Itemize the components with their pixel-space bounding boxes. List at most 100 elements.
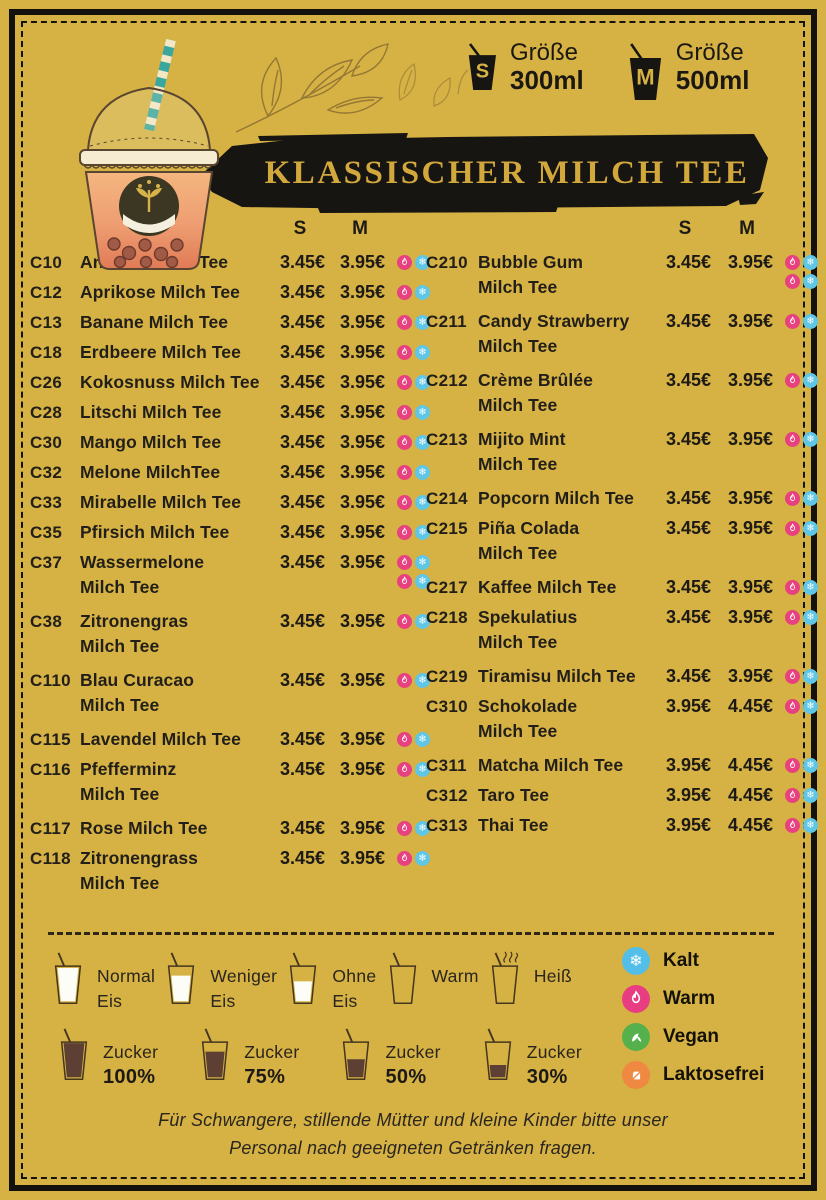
item-icons: ❄ [390,340,430,360]
menu-item-C117: C117 Rose Milch Tee 3.45€ 3.95€ ❄ [30,816,430,841]
kalt-icon: ❄ [803,580,818,595]
item-price-s: 3.45€ [279,670,325,690]
item-name-line: Milch Tee [80,577,160,597]
size-col-m: M [739,218,755,239]
item-icon-group: ❄ [397,732,430,747]
kalt-icon: ❄ [803,314,818,329]
item-code: C32 [30,463,63,482]
legend-label: Warm [663,988,716,1009]
size-col-s: S [678,218,692,239]
price-header-row: S M [30,218,430,242]
warm-icon [397,255,412,270]
item-name-line: Milch Tee [478,277,558,297]
item-icons: ❄ [778,309,818,329]
menu-item-C211: C211 Candy Strawberry Milch Tee 3.45€ 3.9… [426,309,818,359]
item-name: Thai Tee [478,813,654,838]
menu-item-C311: C311 Matcha Milch Tee 3.95€ 4.45€ ❄ [426,753,818,778]
item-price-m: 3.95€ [339,729,385,749]
item-name-line: Litschi Milch Tee [80,402,222,422]
menu-item-C116: C116 Pfefferminz Milch Tee 3.45€ 3.95€ ❄ [30,757,430,807]
item-price-m: 3.95€ [339,312,385,332]
legend-label: Vegan [663,1026,719,1047]
item-price-m: 3.95€ [339,848,385,868]
item-name: Kaffee Milch Tee [478,575,654,600]
kalt-icon: ❄ [803,818,818,833]
item-code: C116 [30,760,71,779]
item-price-s: 3.45€ [279,432,325,452]
kalt-icon: ❄ [803,521,818,536]
item-code: C310 [426,697,468,716]
item-name-line: Zitronengras [80,611,189,631]
item-code: C13 [30,313,63,332]
size-legend: S Größe 300ml M Größe 500ml [462,40,749,102]
warm-icon [397,555,412,570]
kalt-icon: ❄ [415,345,430,360]
warm-icon [785,758,800,773]
item-name-line: Piña Colada [478,518,580,538]
warm-icon [397,851,412,866]
item-price-s: 3.45€ [279,282,325,302]
cup-icon [484,1028,511,1080]
page-title: KLASSISCHER MILCH TEE [264,154,750,191]
item-price-m: 3.95€ [727,607,773,627]
footer-note-line1: Für Schwangere, stillende Mütter und kle… [158,1110,668,1130]
item-name-line: Milch Tee [478,543,558,563]
kalt-icon: ❄ [415,821,430,836]
warm-icon [397,345,412,360]
sugar-options: Zucker 100% Zucker 75% Zucker 50% Zucker 30% [54,1026,582,1090]
item-name-line: Melone MilchTee [80,462,221,482]
item-name: Mijito Mint Milch Tee [478,427,654,477]
menu-item-C215: C215 Piña Colada Milch Tee 3.45€ 3.95€ ❄ [426,516,818,566]
ice-option: Warm [383,950,479,1007]
sugar-option-label: Zucker 75% [244,1042,300,1088]
ice-option-label: Weniger Eis [210,966,278,1011]
attribute-legend: ❄ Kalt Warm Vegan Laktosefrei [622,942,764,1094]
item-code: C219 [426,667,468,686]
item-price-m: 4.45€ [727,755,773,775]
kalt-icon: ❄ [415,465,430,480]
kalt-icon: ❄ [415,574,430,589]
item-icon-group: ❄ [785,758,818,773]
menu-item-C118: C118 Zitronengrass Milch Tee 3.45€ 3.95€ … [30,846,430,896]
item-name: Matcha Milch Tee [478,753,654,778]
item-icons: ❄ [390,609,430,629]
item-icons: ❄ [778,368,818,388]
item-icons: ❄ [390,757,430,777]
kalt-icon: ❄ [415,762,430,777]
item-price-s: 3.45€ [279,312,325,332]
item-name-line: Bubble Gum [478,252,584,272]
warm-icon [785,818,800,833]
kalt-icon: ❄ [415,495,430,510]
item-name-line: Spekulatius [478,607,578,627]
ice-option: Weniger Eis [161,950,277,1014]
item-price-s: 3.45€ [665,518,711,538]
kalt-icon: ❄ [415,405,430,420]
menu-item-C35: C35 Pfirsich Milch Tee 3.45€ 3.95€ ❄ [30,520,430,545]
item-price-m: 3.95€ [339,252,385,272]
kalt-icon: ❄ [803,699,818,714]
item-price-s: 3.45€ [665,370,711,390]
item-name: Crème Brûlée Milch Tee [478,368,654,418]
item-icons: ❄ [778,575,818,595]
warm-icon [785,669,800,684]
snowflake-icon: ❄ [622,947,650,975]
item-price-m: 3.95€ [727,488,773,508]
item-name-line: Blau Curacao [80,670,195,690]
kalt-icon: ❄ [415,614,430,629]
legend-label: Kalt [663,950,699,971]
item-price-s: 3.45€ [665,252,711,272]
menu-item-C30: C30 Mango Milch Tee 3.45€ 3.95€ ❄ [30,430,430,455]
item-code: C214 [426,489,468,508]
item-price-m: 3.95€ [339,670,385,690]
milk-crossed-icon [622,1061,650,1089]
item-name: Zitronengrass Milch Tee [80,846,270,896]
item-name: Blau Curacao Milch Tee [80,668,270,718]
item-icon-group: ❄ [397,375,430,390]
item-name-line: Mirabelle Milch Tee [80,492,242,512]
item-icon-group: ❄ [397,821,430,836]
item-price-m: 3.95€ [339,759,385,779]
kalt-icon: ❄ [415,525,430,540]
item-price-m: 3.95€ [339,372,385,392]
item-name-line: Tiramisu Milch Tee [478,666,636,686]
cup-icon [491,951,519,1004]
